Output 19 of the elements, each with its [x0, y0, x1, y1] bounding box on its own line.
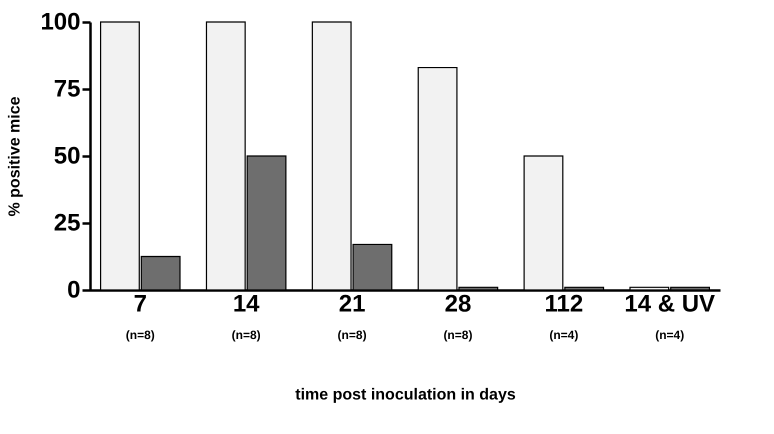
x-tick-label: 7: [134, 290, 147, 318]
text: (n=8): [126, 328, 155, 342]
text: (n=4): [655, 328, 684, 342]
x-axis-title: time post inoculation in days: [295, 386, 516, 404]
y-tick-label: 100: [40, 8, 80, 36]
y-tick-label: 75: [54, 76, 80, 102]
text: (n=8): [232, 328, 261, 342]
text: (n=8): [443, 328, 472, 342]
y-tick-label: 50: [54, 142, 80, 170]
x-tick-label: 14 & UV: [624, 290, 716, 318]
x-tick-label: 14: [232, 290, 260, 318]
x-tick-label: 21: [338, 290, 366, 318]
text: (n=4): [549, 328, 578, 342]
x-tick-label: 112: [544, 290, 584, 318]
y-tick-label: 25: [54, 210, 80, 236]
text: (n=8): [338, 328, 367, 342]
y-tick-label: 0: [67, 276, 80, 304]
x-tick-label: 28: [444, 290, 472, 318]
y-axis-title: % positive mice: [6, 96, 24, 217]
